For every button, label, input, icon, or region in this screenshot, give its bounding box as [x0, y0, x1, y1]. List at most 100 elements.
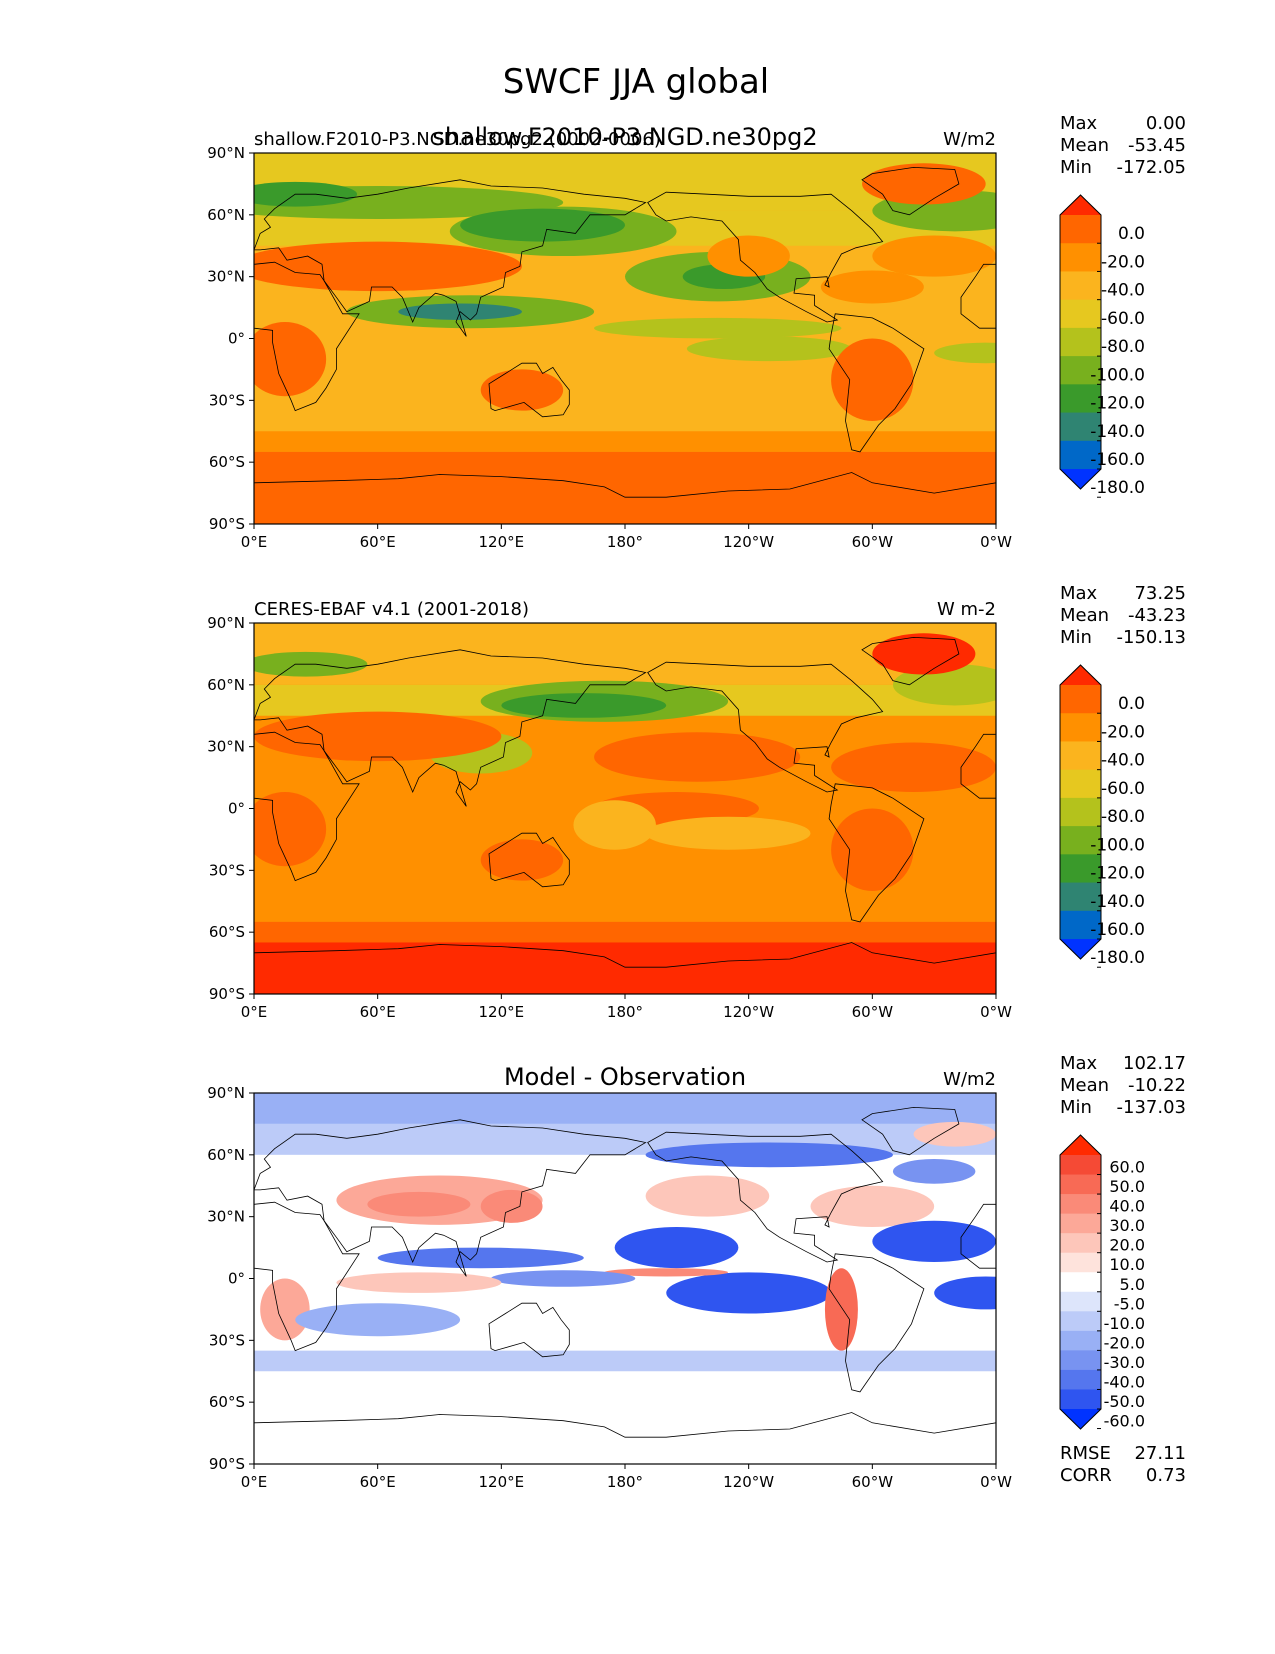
colorbar-segment: [1060, 826, 1101, 855]
coastline: [254, 261, 360, 412]
y-tick-label: 30°S: [209, 391, 245, 409]
field-region: [295, 1303, 461, 1337]
field-region: [666, 1272, 832, 1314]
coastline: [647, 1131, 884, 1263]
field-region: [594, 317, 842, 339]
colorbar-label: -20.0: [1104, 1333, 1145, 1352]
colorbar: 60.050.040.030.020.010.05.0-5.0-10.0-20.…: [1059, 1134, 1145, 1431]
colorbar-segment: [1060, 1155, 1101, 1176]
coastline: [960, 263, 996, 329]
y-tick-label: 60°N: [207, 206, 245, 224]
colorbar-label: -50.0: [1104, 1392, 1145, 1411]
colorbar-label: -20.0: [1101, 252, 1145, 272]
x-tick-label: 0°E: [241, 1473, 268, 1491]
colorbar-label: 60.0: [1109, 1158, 1145, 1177]
coastline: [254, 1119, 647, 1277]
x-tick-label: 60°E: [360, 533, 396, 551]
stat-min-label: Min: [1060, 627, 1092, 648]
coastline: [828, 1253, 925, 1393]
x-tick-label: 60°W: [852, 533, 894, 551]
colorbar-label: 30.0: [1109, 1216, 1145, 1235]
y-tick-label: 60°S: [209, 453, 245, 471]
stat-rmse-label: RMSE: [1060, 1443, 1111, 1464]
field-region: [491, 1270, 636, 1287]
colorbar-segment: [1060, 327, 1101, 357]
panel-units: W/m2: [943, 129, 996, 150]
stat-min-value: -150.13: [1117, 627, 1186, 648]
coastline: [254, 1201, 360, 1352]
x-tick-label: 60°W: [852, 1473, 894, 1491]
field-region: [254, 241, 522, 292]
field-region: [377, 1247, 584, 1269]
field-band: [254, 921, 996, 943]
field-region: [892, 1158, 976, 1184]
coastlines: [254, 636, 996, 968]
field-region: [872, 633, 976, 675]
colorbar: 0.0 -20.0 -40.0 -60.0 -80.0 -100.0 -120.0 -140.…: [1059, 194, 1145, 498]
coastline: [861, 166, 960, 216]
colorbar-segment: [1060, 713, 1101, 742]
colorbar-extend-max: [1060, 1135, 1101, 1155]
coastline: [828, 783, 925, 923]
field-band: [254, 1350, 996, 1372]
coastline: [254, 472, 996, 498]
field-region: [480, 839, 564, 881]
field-region: [254, 711, 502, 762]
field-band: [254, 431, 996, 452]
colorbar-segment: [1060, 1369, 1101, 1390]
field-region: [645, 1175, 770, 1217]
field-region: [254, 322, 327, 397]
coastline: [861, 636, 960, 686]
field-region: [480, 1189, 543, 1223]
colorbar-label: -100.0: [1090, 365, 1145, 385]
panel-left-label: shallow.F2010-P3.NGD.ne30pg2 (0002-0006): [254, 129, 661, 150]
field-region: [604, 1268, 729, 1277]
colorbar-extend-max: [1060, 665, 1101, 685]
colorbar-label: -30.0: [1104, 1353, 1145, 1372]
y-tick-label: 60°S: [209, 1393, 245, 1411]
figure-title: SWCF JJA global: [503, 62, 770, 102]
colorbar-segment: [1060, 797, 1101, 827]
colorbar-segment: [1060, 1272, 1101, 1293]
colorbar-label: 40.0: [1109, 1197, 1145, 1216]
field-region: [367, 1191, 471, 1217]
x-tick-label: 120°W: [723, 1003, 774, 1021]
y-tick-label: 90°N: [207, 1084, 245, 1102]
colorbar-label: -5.0: [1114, 1294, 1145, 1313]
field-region: [573, 800, 656, 850]
field-region: [820, 270, 924, 304]
colorbar-segment: [1060, 1311, 1101, 1332]
colorbar-segment: [1060, 882, 1101, 912]
field-region: [831, 808, 914, 891]
colorbar-segment: [1060, 1174, 1101, 1195]
field-region: [594, 732, 801, 782]
panel-units: W m-2: [937, 599, 996, 620]
colorbar-label: -180.0: [1090, 478, 1145, 498]
x-tick-label: 180°: [607, 533, 643, 551]
stat-mean-value: -43.23: [1128, 605, 1186, 626]
colorbar-label: 20.0: [1109, 1236, 1145, 1255]
colorbar-segment: [1060, 910, 1101, 940]
colorbar-segment: [1060, 741, 1101, 771]
field-region: [934, 1276, 996, 1310]
y-tick-label: 90°N: [207, 144, 245, 162]
coastline: [647, 191, 884, 323]
colorbar-label: -60.0: [1104, 1412, 1145, 1431]
field-region: [892, 664, 996, 706]
panel-reference: 0°E 60°E 120°E 180° 120°W 60°W 0°W 90°N 60°N 30°N…: [207, 583, 1186, 1021]
field-band: [254, 1093, 996, 1124]
y-tick-label: 90°S: [209, 1455, 245, 1473]
colorbar-label: -60.0: [1101, 779, 1145, 799]
colorbar-extend-min: [1060, 1409, 1101, 1429]
colorbar-label: -120.0: [1090, 864, 1145, 884]
stat-max-label: Max: [1060, 113, 1098, 134]
stat-min-value: -172.05: [1117, 157, 1186, 178]
field-region: [614, 1226, 739, 1269]
field-region: [260, 1278, 310, 1341]
field-region: [707, 235, 790, 277]
colorbar-segment: [1060, 1233, 1101, 1254]
stat-max-label: Max: [1060, 1053, 1098, 1074]
colorbar-segment: [1060, 412, 1101, 442]
colorbar-label: -100.0: [1090, 835, 1145, 855]
stat-max-value: 73.25: [1134, 583, 1186, 604]
